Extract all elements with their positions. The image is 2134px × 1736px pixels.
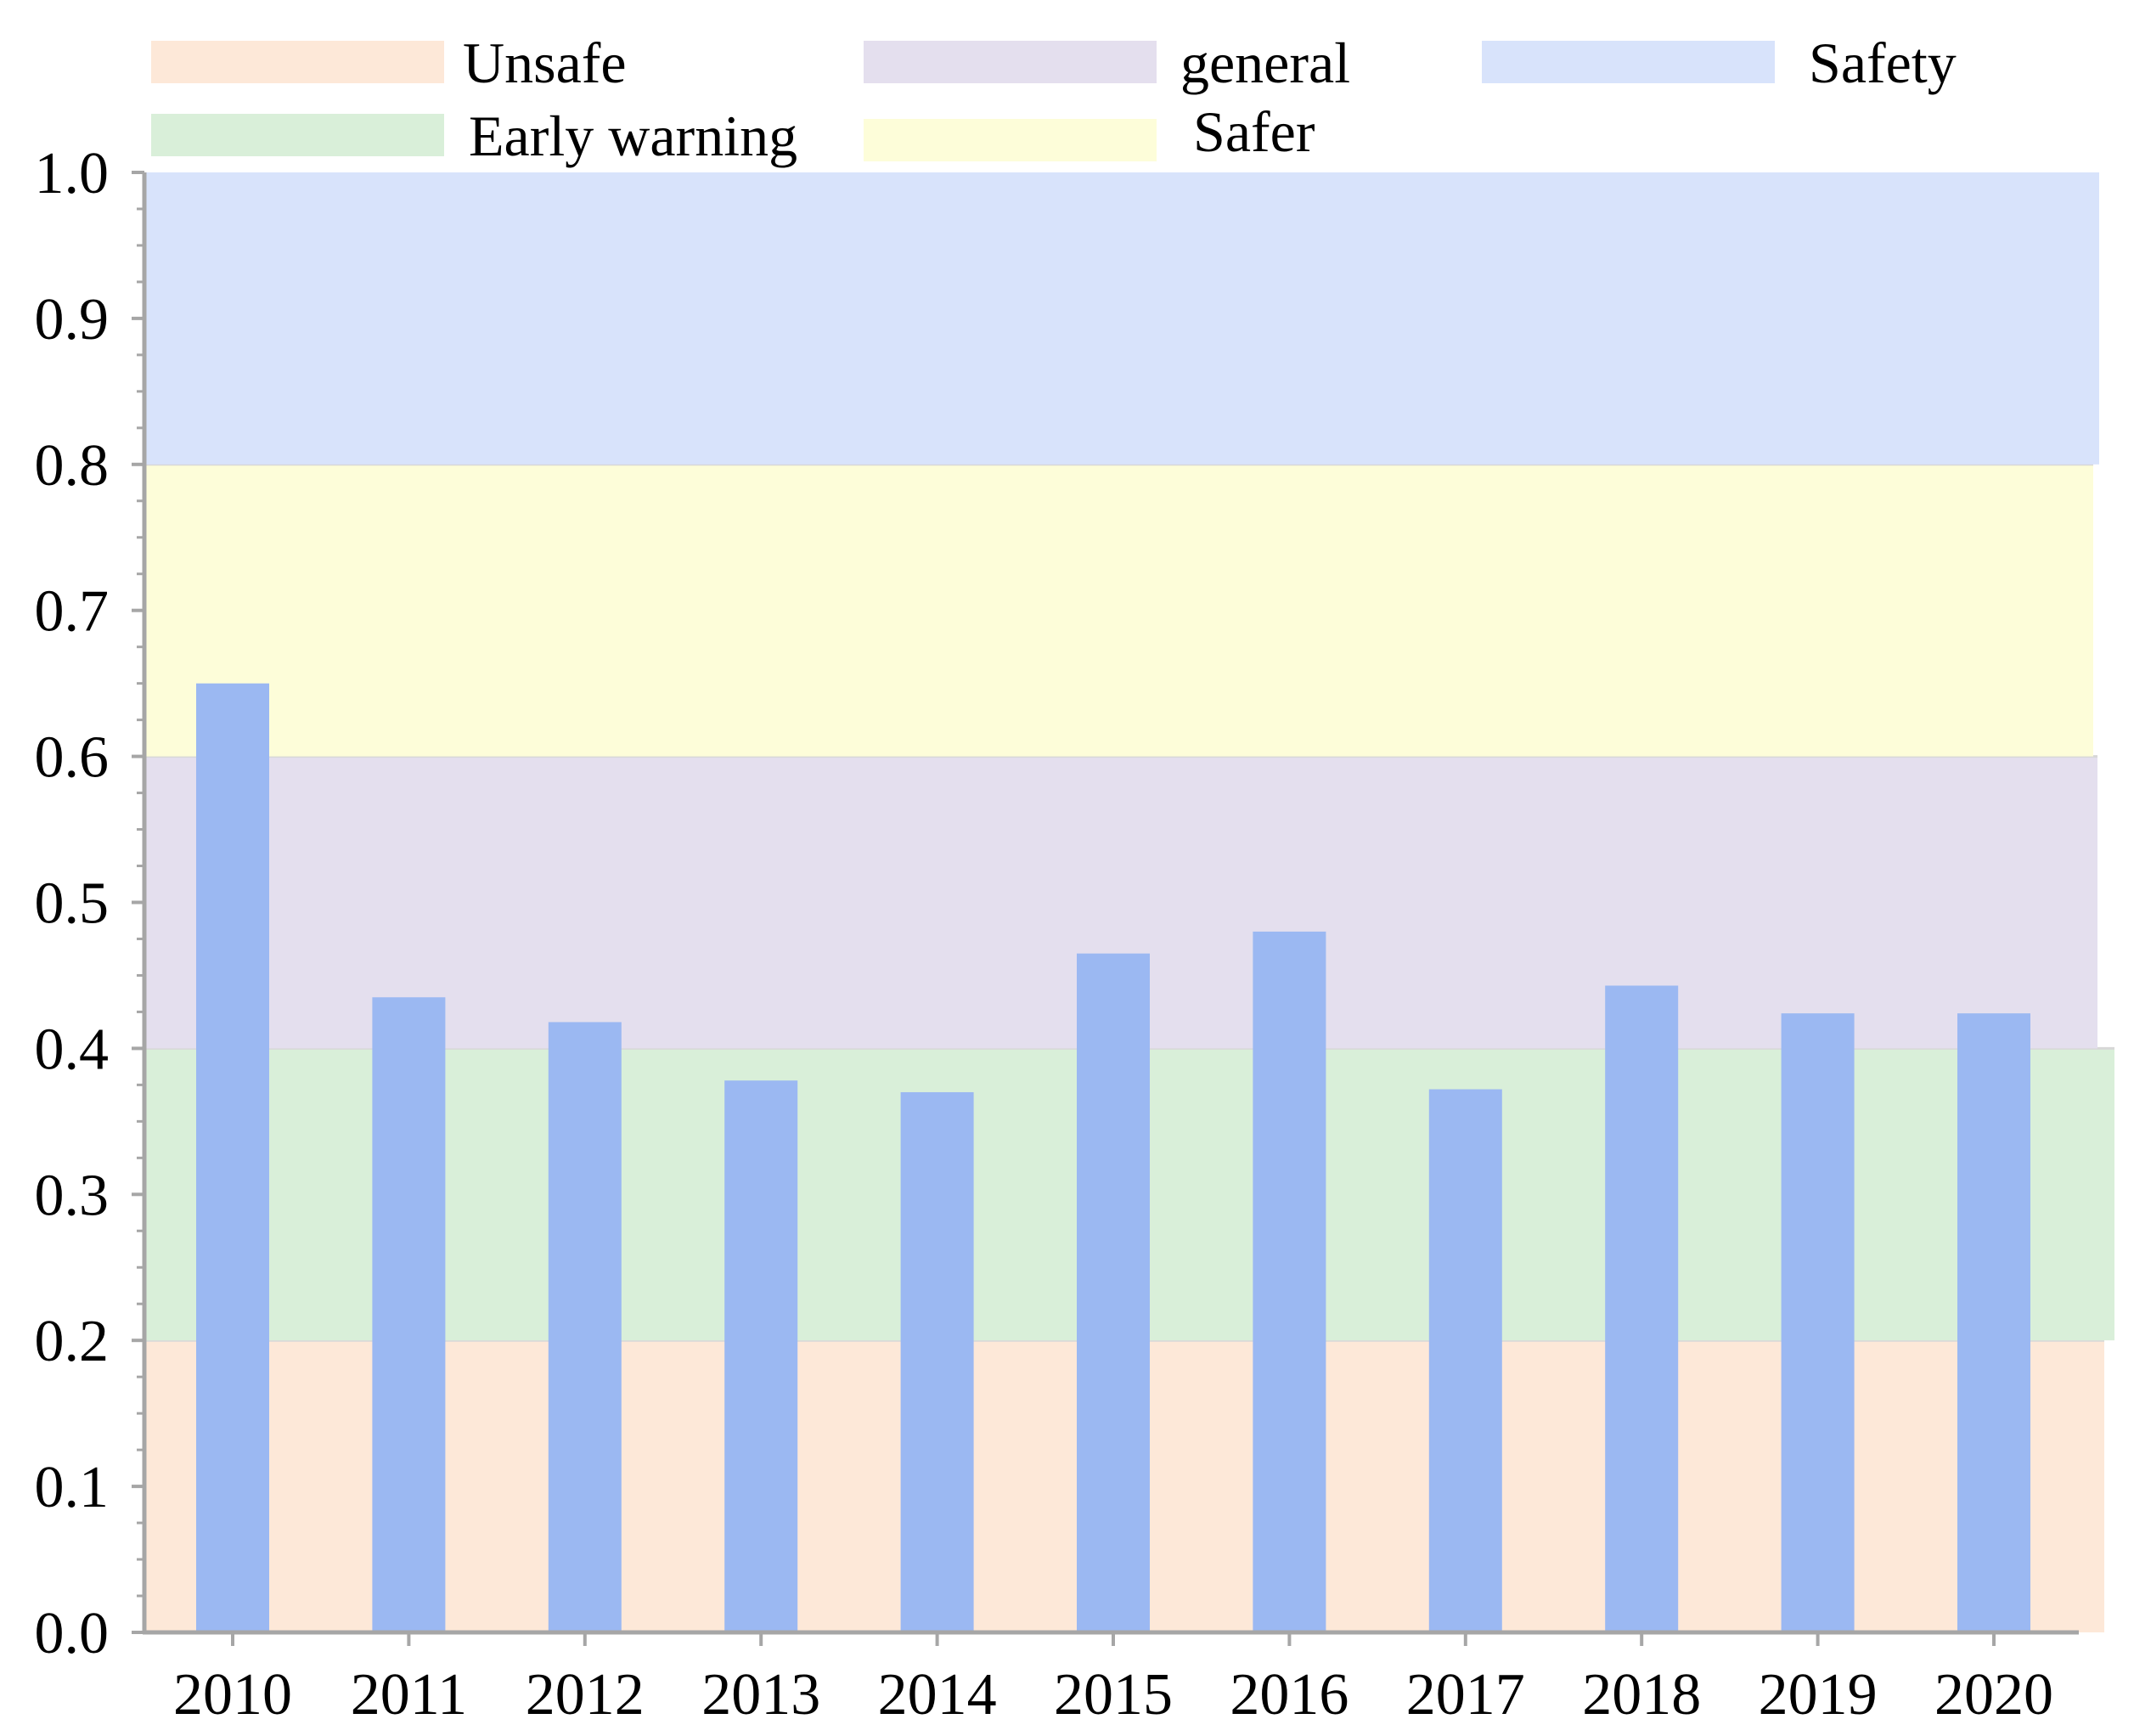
legend-label-unsafe: Unsafe xyxy=(463,31,627,95)
legend-swatch-general xyxy=(864,41,1157,83)
legend-label-early-warning: Early warning xyxy=(469,104,797,168)
x-tick-label: 2020 xyxy=(1934,1662,2053,1728)
legend: Unsafe general Safety Early warning Safer xyxy=(151,31,1957,168)
x-tick-label: 2015 xyxy=(1054,1662,1173,1728)
bar-2019 xyxy=(1781,1013,1855,1632)
y-tick-label: 0.8 xyxy=(35,433,110,499)
y-ticks: 0.0 0.1 0.2 0.3 0.4 0.5 0.6 0.7 0.8 0.9 1.0 xyxy=(35,141,144,1666)
x-tick-label: 2017 xyxy=(1406,1662,1525,1728)
bar-2010 xyxy=(196,683,269,1632)
bar-2013 xyxy=(724,1080,798,1632)
y-tick-label: 0.5 xyxy=(35,871,110,937)
y-tick-label: 0.0 xyxy=(35,1601,110,1666)
y-tick-label: 0.1 xyxy=(35,1455,110,1520)
x-tick-label: 2013 xyxy=(701,1662,820,1728)
bar-2015 xyxy=(1077,953,1150,1632)
x-tick-label: 2014 xyxy=(878,1662,997,1728)
legend-swatch-safety xyxy=(1482,41,1775,83)
legend-label-safer: Safer xyxy=(1193,99,1315,164)
band-safety xyxy=(144,172,2099,465)
bar-2014 xyxy=(900,1091,974,1632)
bar-2017 xyxy=(1428,1089,1502,1632)
bar-2018 xyxy=(1605,985,1679,1632)
bar-2011 xyxy=(372,997,446,1632)
x-tick-label: 2010 xyxy=(173,1662,292,1728)
x-tick-label: 2016 xyxy=(1230,1662,1349,1728)
legend-swatch-early-warning xyxy=(151,114,444,156)
legend-label-general: general xyxy=(1180,31,1350,95)
legend-label-safety: Safety xyxy=(1809,31,1957,95)
y-tick-label: 0.7 xyxy=(35,579,110,645)
bar-2012 xyxy=(548,1022,622,1632)
x-tick-label: 2018 xyxy=(1582,1662,1701,1728)
y-tick-label: 1.0 xyxy=(35,141,110,206)
y-tick-label: 0.9 xyxy=(35,287,110,352)
bar-2016 xyxy=(1253,931,1326,1632)
x-ticks: 2010 2011 2012 2013 2014 2015 2016 2017 2018 2019… xyxy=(173,1632,2053,1728)
x-tick-label: 2019 xyxy=(1759,1662,1878,1728)
bars-layer xyxy=(196,683,2030,1632)
legend-swatch-safer xyxy=(864,119,1157,161)
bar-2020 xyxy=(1957,1013,2030,1632)
y-tick-label: 0.4 xyxy=(35,1017,110,1082)
y-tick-label: 0.3 xyxy=(35,1163,110,1228)
y-tick-label: 0.6 xyxy=(35,725,110,791)
x-tick-label: 2011 xyxy=(351,1662,467,1728)
y-tick-label: 0.2 xyxy=(35,1309,110,1374)
band-safer xyxy=(144,464,2093,757)
legend-swatch-unsafe xyxy=(151,41,444,83)
x-tick-label: 2012 xyxy=(526,1662,645,1728)
